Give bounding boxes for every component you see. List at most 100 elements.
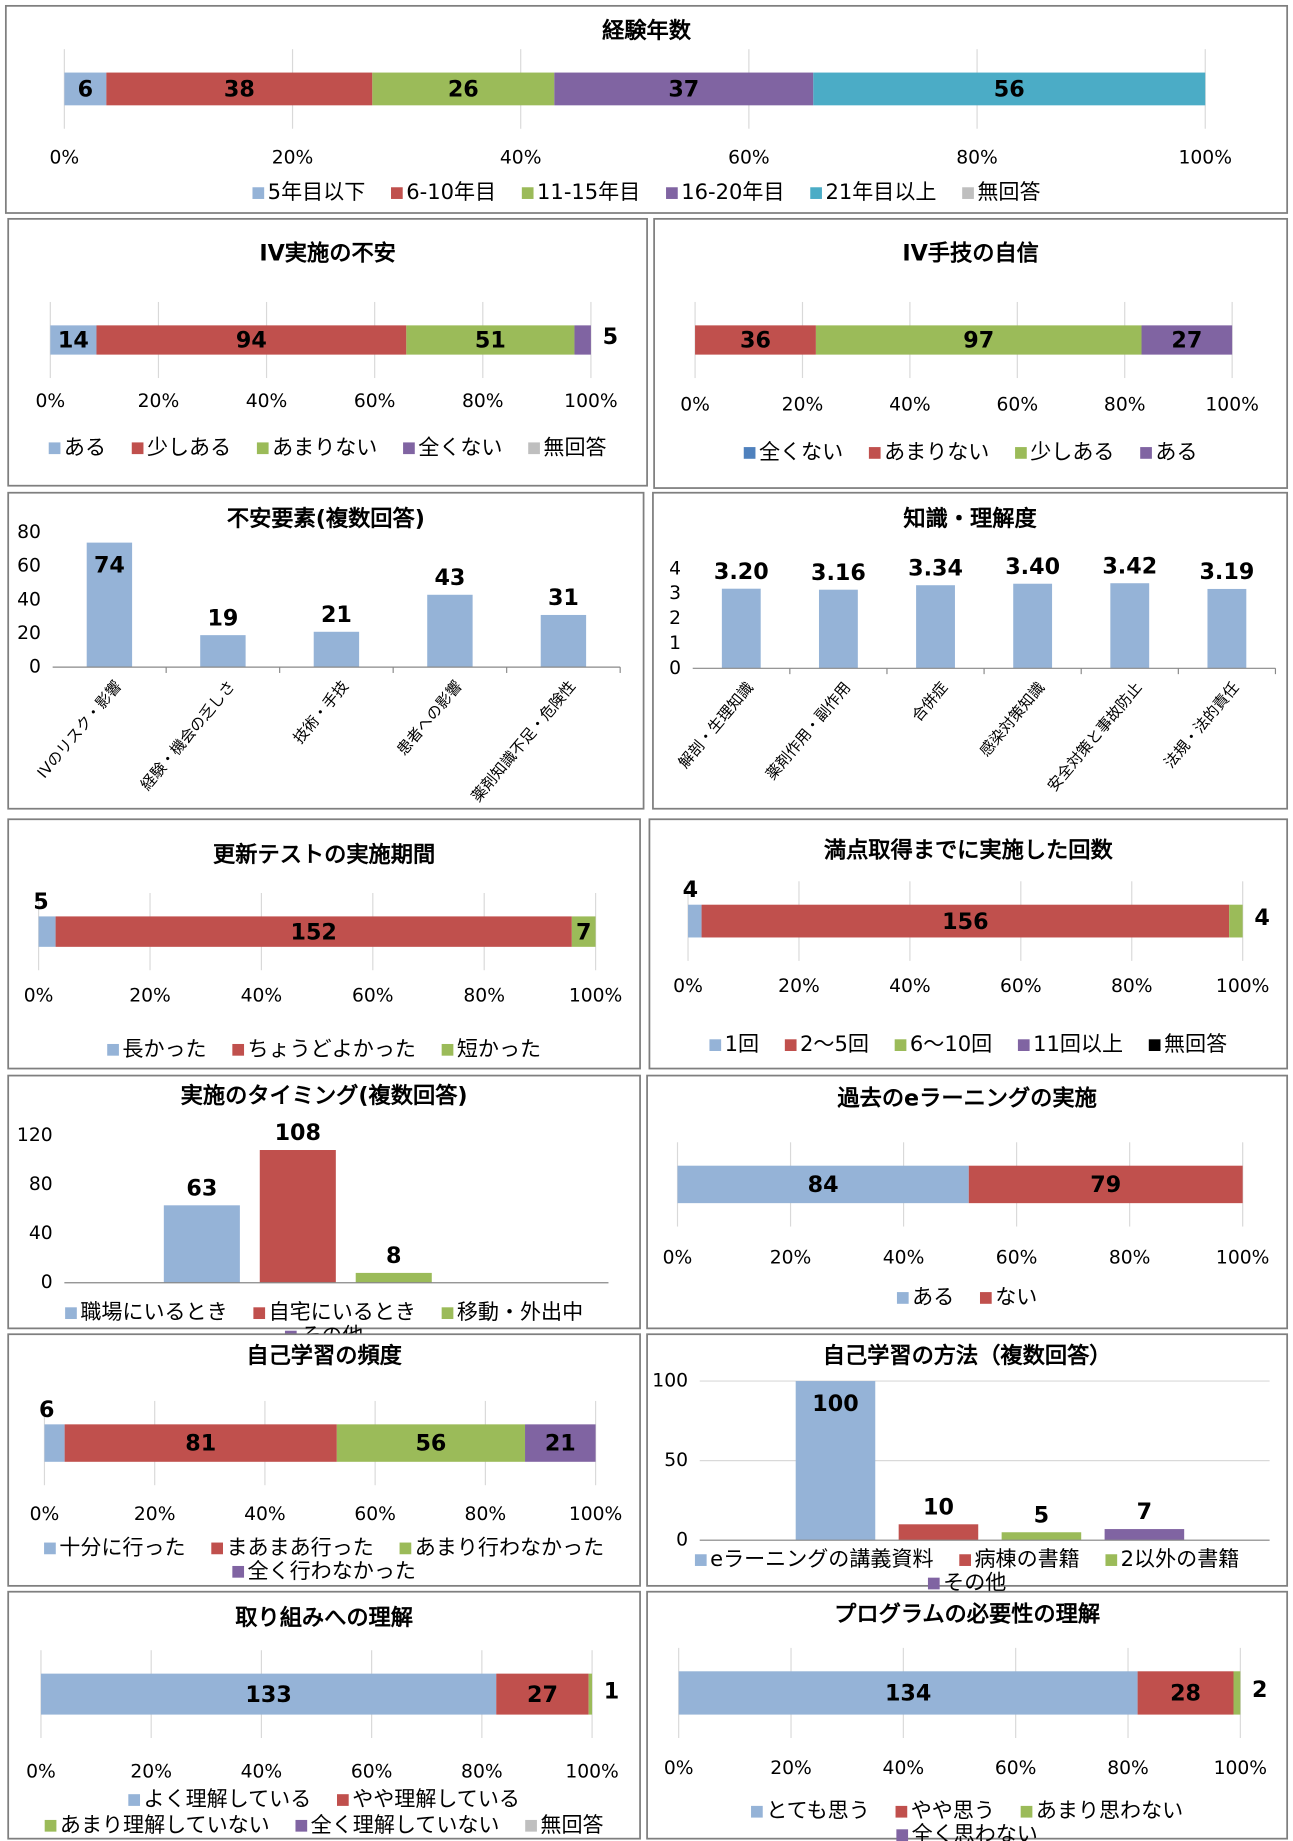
bar-segment	[968, 1165, 1243, 1204]
legend-label: あまり行わなかった	[415, 1534, 604, 1559]
data-label: 5	[33, 889, 48, 915]
legend-swatch	[131, 442, 144, 455]
x-tick-label: 100%	[565, 1761, 619, 1782]
data-label: 21	[545, 1431, 576, 1457]
data-label: 26	[448, 77, 479, 103]
legend-label: ある	[1155, 439, 1197, 464]
legend-item: やや理解している	[336, 1786, 520, 1811]
bar-segment	[813, 72, 1206, 106]
x-tick-label: 100%	[1214, 1758, 1268, 1779]
legend-label: 無回答	[543, 434, 606, 459]
data-label: 6	[78, 77, 93, 103]
y-tick-label: 4	[669, 558, 681, 579]
legend-swatch	[232, 1043, 245, 1056]
legend-item: 十分に行った	[44, 1534, 186, 1559]
x-tick-label: 0%	[680, 394, 710, 415]
legend-label: あまり思わない	[1036, 1798, 1183, 1823]
data-label: 28	[1170, 1681, 1201, 1707]
legend-item: 少しある	[131, 434, 231, 459]
chart-title: 取り組みへの理解	[235, 1604, 413, 1631]
legend-swatch	[1105, 1554, 1118, 1566]
legend-item: 病棟の書籍	[959, 1546, 1080, 1571]
bar	[1104, 1529, 1185, 1541]
legend-swatch	[441, 1043, 454, 1056]
legend-label: 11回以上	[1033, 1031, 1123, 1056]
x-tick-label: 80%	[461, 1761, 503, 1782]
y-tick-label: 50	[664, 1450, 688, 1471]
data-label: 36	[740, 328, 771, 354]
data-label: 3.40	[1005, 554, 1060, 580]
legend-label: 全く理解していない	[311, 1812, 500, 1837]
chart-title: 経験年数	[602, 17, 692, 44]
legend-swatch	[232, 1565, 245, 1578]
legend-item: ある	[1140, 439, 1198, 464]
legend-swatch	[252, 187, 265, 199]
bar-segment	[55, 916, 572, 947]
legend-item: 5年目以下	[252, 179, 365, 204]
y-tick-label: 0	[669, 658, 681, 679]
chart-title: プログラムの必要性の理解	[834, 1601, 1100, 1628]
legend-label: 6-10年目	[406, 179, 496, 204]
legend-label: 病棟の書籍	[974, 1546, 1079, 1571]
panel	[646, 1590, 1289, 1840]
x-tick-label: 0%	[30, 1504, 60, 1525]
data-label: 133	[245, 1682, 291, 1708]
bar	[898, 1524, 979, 1541]
legend-label: 無回答	[540, 1812, 603, 1837]
x-tick-label: 20%	[778, 976, 820, 997]
legend-item: 全く理解していない	[295, 1812, 499, 1837]
bar-segment	[554, 72, 814, 106]
y-tick-label: 40	[29, 1223, 53, 1244]
chart-title: 自己学習の頻度	[246, 1342, 402, 1369]
legend-item: 21年目以上	[810, 179, 936, 204]
legend-item: 無回答	[525, 1812, 604, 1837]
legend-label: あまりない	[884, 439, 989, 464]
x-tick-label: 80%	[465, 1504, 507, 1525]
legend-label: 5年目以下	[268, 179, 366, 204]
legend-item: よく理解している	[128, 1786, 311, 1811]
legend-label: 6～10回	[910, 1031, 992, 1056]
legend-label: とても思う	[766, 1798, 870, 1823]
chart-title: 過去のeラーニングの実施	[837, 1084, 1096, 1111]
bar	[1110, 583, 1150, 669]
data-label: 134	[885, 1681, 931, 1707]
legend-swatch	[962, 187, 974, 199]
legend-label: 全くない	[759, 439, 843, 464]
legend-label: eラーニングの講義資料	[710, 1546, 933, 1571]
legend-item: あまり行わなかった	[399, 1534, 604, 1559]
chart-title: IV実施の不安	[259, 239, 396, 266]
data-label: 38	[224, 77, 255, 103]
x-tick-label: 40%	[246, 391, 288, 412]
bar-segment	[64, 1424, 337, 1462]
x-tick-label: 100%	[564, 391, 618, 412]
legend-item: 1回	[709, 1031, 759, 1056]
chart-title: 更新テストの実施期間	[213, 841, 435, 868]
y-tick-label: 0	[676, 1530, 688, 1551]
bar-segment	[96, 325, 407, 355]
bar	[86, 542, 133, 668]
legend-item: とても思う	[751, 1798, 870, 1823]
data-label: 2	[1252, 1677, 1267, 1703]
legend-item: ある	[896, 1284, 954, 1309]
bar-segment	[574, 325, 591, 355]
x-tick-label: 0%	[50, 147, 80, 168]
bar-segment	[38, 916, 56, 947]
chart-title: 自己学習の方法（複数回答）	[823, 1342, 1112, 1369]
legend-label: 長かった	[122, 1036, 206, 1061]
x-tick-label: 60%	[351, 1761, 393, 1782]
legend-label: 少しある	[1030, 439, 1114, 464]
bar-segment	[815, 325, 1142, 355]
data-label: 152	[291, 919, 337, 945]
legend-item: あまりない	[868, 439, 989, 464]
bar-segment	[678, 1671, 1138, 1715]
x-tick-label: 0%	[663, 1248, 693, 1269]
data-label: 5	[1034, 1502, 1049, 1528]
legend-item: 長かった	[107, 1036, 207, 1061]
bar	[427, 594, 473, 668]
legend-item: 6-10年目	[391, 179, 496, 204]
legend-item: 全くない	[403, 434, 502, 459]
bar-segment	[106, 72, 373, 106]
legend-swatch	[1015, 447, 1027, 459]
data-label: 7	[576, 919, 591, 945]
x-tick-label: 60%	[995, 1758, 1037, 1779]
